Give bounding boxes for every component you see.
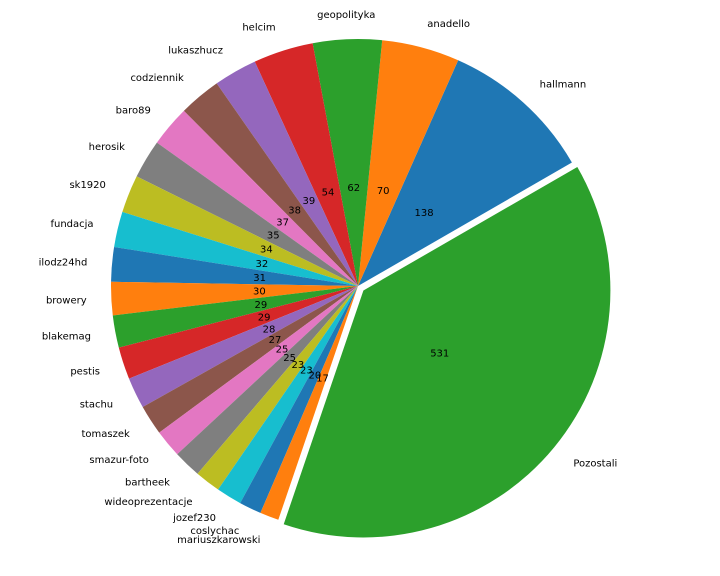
- category-label-coslychac: coslychac: [190, 526, 239, 537]
- category-label-bartheek: bartheek: [125, 478, 170, 489]
- category-label-pestis: pestis: [70, 367, 100, 378]
- pie-slice-pozostali: [283, 166, 611, 538]
- value-label-codziennik: 38: [288, 206, 301, 217]
- pie-slice-smazur-foto: [159, 286, 358, 455]
- pie-slice-herosik: [136, 142, 358, 286]
- pie-slice-browery: [111, 281, 358, 316]
- category-label-ilodz24hd: ilodz24hd: [39, 258, 88, 269]
- value-label-smazur-foto: 25: [276, 345, 289, 356]
- category-label-tomaszek: tomaszek: [82, 429, 131, 440]
- pie-slice-sk1920: [122, 176, 358, 286]
- value-label-fundacja: 32: [255, 259, 268, 270]
- category-label-herosik: herosik: [89, 142, 125, 153]
- value-label-jozef230: 23: [300, 366, 313, 377]
- category-label-hallmann: hallmann: [540, 79, 587, 90]
- pie-slice-ilodz24hd: [111, 246, 358, 286]
- pie-slice-jozef230: [218, 286, 358, 504]
- category-label-blakemag: blakemag: [42, 332, 91, 343]
- pie-slice-fundacja: [114, 211, 359, 286]
- value-label-anadello: 70: [377, 186, 390, 197]
- category-label-stachu: stachu: [80, 399, 113, 410]
- category-label-jozef230: jozef230: [172, 513, 216, 524]
- value-label-lukaszhucz: 39: [303, 196, 316, 207]
- pie-category-labels: hallmann anadello geopolityka helcim lukaszh…: [39, 10, 618, 546]
- category-label-lukaszhucz: lukaszhucz: [168, 46, 223, 57]
- value-label-hallmann: 138: [415, 208, 434, 219]
- pie-slice-blakemag: [112, 286, 359, 348]
- category-label-codziennik: codziennik: [130, 73, 184, 84]
- value-label-herosik: 35: [267, 231, 280, 242]
- pie-slice-codziennik: [183, 83, 358, 286]
- category-label-baro89: baro89: [116, 106, 151, 117]
- pie-slice-anadello: [358, 40, 459, 286]
- value-label-geopolityka: 62: [347, 183, 360, 194]
- category-label-browery: browery: [46, 295, 87, 306]
- value-label-baro89: 37: [276, 218, 289, 229]
- pie-slice-pestis: [118, 286, 358, 379]
- value-label-mariuszkarowski: 17: [316, 374, 329, 385]
- category-label-pozostali: Pozostali: [573, 458, 617, 469]
- category-label-smazur-foto: smazur-foto: [89, 455, 148, 466]
- pie-slice-tomaszek: [142, 286, 358, 433]
- value-label-wideoprezentacje: 23: [291, 360, 304, 371]
- category-label-fundacja: fundacja: [50, 219, 93, 230]
- value-label-tomaszek: 27: [269, 335, 282, 346]
- pie-slice-baro89: [156, 110, 358, 286]
- category-label-geopolityka: geopolityka: [317, 10, 375, 21]
- value-label-helcim: 54: [322, 187, 335, 198]
- value-label-coslychac: 20: [309, 370, 322, 381]
- pie-slice-mariuszkarowski: [260, 286, 358, 520]
- value-label-pozostali: 531: [430, 349, 449, 360]
- pie-slice-helcim: [254, 43, 358, 286]
- category-label-mariuszkarowski: mariuszkarowski: [177, 535, 260, 546]
- pie-slice-wideoprezentacje: [197, 286, 358, 490]
- pie-slices: [111, 38, 611, 538]
- value-label-pestis: 29: [258, 312, 271, 323]
- category-label-anadello: anadello: [427, 19, 470, 30]
- pie-slice-stachu: [129, 286, 358, 408]
- value-label-blakemag: 29: [255, 300, 268, 311]
- value-label-browery: 30: [253, 287, 266, 298]
- value-label-bartheek: 25: [283, 353, 296, 364]
- pie-slice-hallmann: [358, 60, 572, 286]
- pie-value-labels: 1387062543938373534323130292928272525232…: [253, 183, 449, 385]
- category-label-wideoprezentacje: wideoprezentacje: [104, 497, 192, 508]
- category-label-helcim: helcim: [242, 23, 275, 34]
- value-label-ilodz24hd: 31: [253, 273, 266, 284]
- value-label-sk1920: 34: [260, 245, 273, 256]
- pie-slice-bartheek: [177, 286, 358, 474]
- category-label-sk1920: sk1920: [69, 180, 105, 191]
- pie-slice-coslychac: [240, 286, 358, 513]
- pie-slice-geopolityka: [312, 38, 383, 287]
- value-label-stachu: 28: [263, 324, 276, 335]
- pie-slice-lukaszhucz: [216, 61, 358, 287]
